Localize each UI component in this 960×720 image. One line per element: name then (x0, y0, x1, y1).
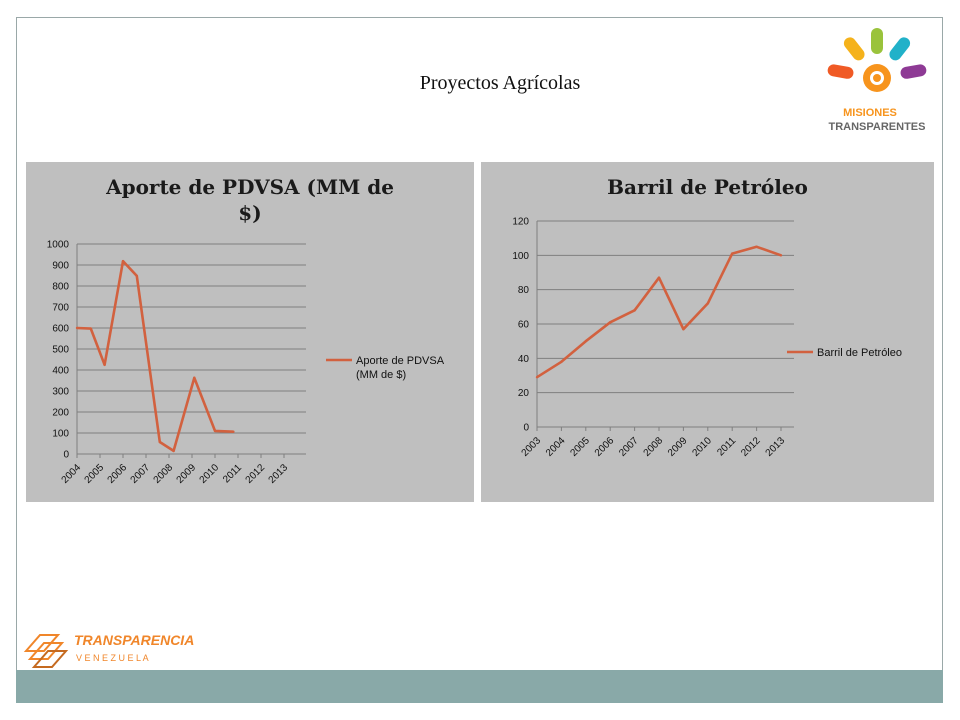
y-tick-label: 40 (518, 354, 530, 365)
data-point (135, 274, 138, 278)
chart-title: Barril de Petróleo (607, 175, 808, 199)
y-tick-label: 100 (512, 251, 529, 262)
x-tick-label: 2013 (764, 435, 788, 459)
chart-title-line-1: Aporte de PDVSA (MM de (106, 175, 394, 199)
chart-title: Aporte de PDVSA (MM de $) (26, 174, 474, 226)
y-axis-ticks: 0 20 40 60 80 100 120 (512, 217, 529, 434)
x-tick-label: 2006 (593, 435, 617, 459)
data-point (731, 252, 734, 255)
y-tick-label: 20 (518, 388, 530, 399)
x-tick-label: 2010 (690, 435, 714, 459)
legend: Barril de Petróleo (787, 347, 902, 359)
legend: Aporte de PDVSA (MM de $) (326, 355, 445, 381)
data-point (103, 363, 106, 366)
data-point (609, 321, 612, 324)
transparencia-venezuela-logo: TRANSPARENCIA V E N E Z U E L A (23, 632, 194, 668)
logo-line1: MISIONES (843, 107, 897, 119)
x-tick-label: 2009 (175, 462, 199, 486)
x-tick-label: 2005 (568, 435, 592, 459)
y-tick-label: 0 (523, 423, 529, 434)
y-tick-label: 300 (52, 387, 69, 398)
x-tick-label: 2011 (715, 435, 738, 458)
data-point (89, 327, 92, 330)
legend-label: Aporte de PDVSA (356, 355, 445, 367)
y-tick-label: 1000 (47, 240, 70, 251)
data-point (657, 276, 661, 279)
x-tick-label: 2008 (152, 462, 176, 486)
data-point (121, 260, 125, 263)
x-axis-ticks: 2003 2004 2005 2006 2007 2008 2009 2010 2011 2012… (520, 427, 788, 459)
x-tick-label: 2013 (267, 462, 291, 486)
misiones-transparentes-logo: MISIONES TRANSPARENTES (827, 28, 927, 133)
y-tick-label: 900 (52, 261, 69, 272)
y-tick-label: 80 (518, 285, 530, 296)
data-point (682, 327, 685, 331)
y-tick-label: 800 (52, 282, 69, 293)
series-points (75, 260, 235, 453)
x-tick-label: 2004 (60, 462, 84, 486)
legend-label: (MM de $) (356, 369, 406, 381)
gridlines (77, 243, 306, 455)
y-tick-label: 200 (52, 408, 69, 419)
data-point (232, 430, 235, 433)
data-point (560, 360, 563, 363)
data-point (755, 245, 758, 248)
logo-line1: TRANSPARENCIA (74, 632, 194, 648)
gridlines (537, 220, 794, 428)
chart-aporte-pdvsa: 0 100 200 300 400 500 600 700 800 900 1000 2004 2005… (47, 240, 445, 486)
data-point (633, 309, 636, 312)
y-tick-label: 120 (512, 217, 529, 228)
x-tick-label: 2012 (739, 435, 763, 459)
data-point (75, 326, 79, 330)
data-point (706, 302, 709, 305)
chart-panel-barril-petroleo: Barril de Petróleo 0 20 40 60 80 100 120 2003 20… (481, 162, 934, 502)
x-tick-label: 2012 (244, 462, 268, 486)
x-tick-label: 2008 (642, 435, 666, 459)
logo-line2: TRANSPARENTES (829, 121, 926, 133)
y-tick-label: 700 (52, 303, 69, 314)
series-line (536, 245, 782, 379)
data-point (213, 429, 217, 433)
slide-title: Proyectos Agrícolas (419, 72, 581, 94)
y-axis-ticks: 0 100 200 300 400 500 600 700 800 900 1000 (47, 240, 70, 461)
y-tick-label: 600 (52, 324, 69, 335)
y-tick-label: 400 (52, 366, 69, 377)
data-point (193, 376, 196, 379)
footer-bar (16, 670, 943, 703)
y-tick-label: 500 (52, 345, 69, 356)
series-line (76, 259, 234, 453)
x-axis-ticks: 2004 2005 2006 2007 2008 2009 2010 2011 2012 2013 (60, 454, 291, 486)
y-tick-label: 100 (52, 429, 69, 440)
logo-petals (827, 28, 927, 92)
y-tick-label: 60 (518, 320, 530, 331)
x-tick-label: 2010 (198, 462, 222, 486)
data-point (779, 254, 783, 257)
x-tick-label: 2007 (129, 462, 153, 486)
x-tick-label: 2003 (520, 435, 544, 459)
x-tick-label: 2004 (544, 435, 568, 459)
data-point (172, 449, 175, 453)
logo-mark (23, 634, 69, 668)
x-tick-label: 2009 (666, 435, 690, 459)
data-point (158, 440, 161, 444)
logo-line2: V E N E Z U E L A (76, 653, 149, 663)
x-tick-label: 2006 (106, 462, 130, 486)
chart-panel-aporte-pdvsa: Aporte de PDVSA (MM de $) 0 100 200 300 400 5… (26, 162, 474, 502)
chart-title-line-2: $) (238, 201, 262, 225)
series-points (535, 245, 783, 379)
x-tick-label: 2005 (83, 462, 107, 486)
y-tick-label: 0 (63, 450, 69, 461)
data-point (535, 376, 539, 379)
legend-label: Barril de Petróleo (817, 347, 902, 359)
data-point (584, 339, 587, 343)
x-tick-label: 2011 (221, 462, 244, 485)
x-tick-label: 2007 (617, 435, 641, 459)
